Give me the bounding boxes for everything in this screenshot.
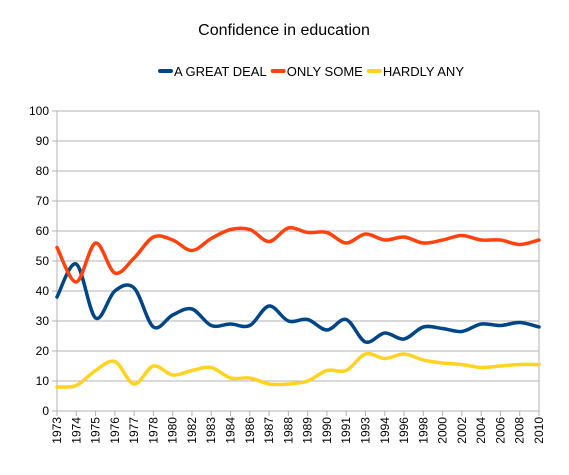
y-tick-label: 80 bbox=[36, 164, 50, 178]
y-axis-ticks: 0 10 20 30 40 50 60 70 80 90 100 bbox=[29, 104, 49, 418]
y-tick-label: 70 bbox=[36, 194, 50, 208]
x-tick-label: 1998 bbox=[416, 417, 430, 444]
legend-item: A GREAT DEAL bbox=[157, 64, 267, 79]
x-tick-label: 2004 bbox=[474, 417, 488, 444]
x-tick-label: 1978 bbox=[146, 417, 160, 444]
legend-item: ONLY SOME bbox=[270, 64, 363, 79]
legend-item: HARDLY ANY bbox=[366, 64, 464, 79]
y-tick-label: 0 bbox=[42, 404, 49, 418]
y-tick-label: 10 bbox=[36, 374, 50, 388]
y-tick-label: 60 bbox=[36, 224, 50, 238]
x-tick-label: 1986 bbox=[243, 417, 257, 444]
x-tick-label: 1973 bbox=[50, 417, 64, 444]
x-tick-label: 1976 bbox=[108, 417, 122, 444]
series-line-3 bbox=[55, 351, 541, 389]
x-tick-label: 1993 bbox=[358, 417, 372, 444]
x-tick-label: 2006 bbox=[493, 417, 507, 444]
x-axis-ticks: 1973 1974 1975 1976 1977 1978 1980 1982 1983 1984… bbox=[50, 411, 546, 444]
x-tick-label: 1977 bbox=[127, 417, 141, 444]
y-tick-label: 90 bbox=[36, 134, 50, 148]
legend-label: ONLY SOME bbox=[287, 64, 363, 79]
x-tick-label: 2010 bbox=[532, 417, 546, 444]
x-tick-label: 1983 bbox=[204, 417, 218, 444]
x-tick-label: 2002 bbox=[455, 417, 469, 444]
y-tick-label: 30 bbox=[36, 314, 50, 328]
legend-label: A GREAT DEAL bbox=[174, 64, 267, 79]
x-tick-label: 1984 bbox=[224, 417, 238, 444]
y-tick-label: 100 bbox=[29, 104, 49, 118]
x-tick-label: 1989 bbox=[301, 417, 315, 444]
y-tick-label: 20 bbox=[36, 344, 50, 358]
chart-title: Confidence in education bbox=[198, 22, 370, 39]
x-tick-label: 1994 bbox=[378, 417, 392, 444]
x-tick-label: 1988 bbox=[281, 417, 295, 444]
x-tick-label: 1980 bbox=[166, 417, 180, 444]
x-tick-label: 1974 bbox=[69, 417, 83, 444]
y-tick-label: 50 bbox=[36, 254, 50, 268]
series-line-2 bbox=[55, 225, 541, 284]
x-tick-label: 2000 bbox=[436, 417, 450, 444]
legend: A GREAT DEAL ONLY SOME HARDLY ANY bbox=[157, 64, 464, 79]
y-tick-label: 40 bbox=[36, 284, 50, 298]
x-tick-label: 1990 bbox=[320, 417, 334, 444]
x-tick-label: 1996 bbox=[397, 417, 411, 444]
series-lines bbox=[55, 225, 541, 389]
x-tick-label: 1982 bbox=[185, 417, 199, 444]
x-tick-label: 1975 bbox=[89, 417, 103, 444]
x-tick-label: 2008 bbox=[513, 417, 527, 444]
series-line-1 bbox=[55, 262, 541, 345]
x-tick-label: 1987 bbox=[262, 417, 276, 444]
legend-label: HARDLY ANY bbox=[383, 64, 464, 79]
x-tick-label: 1991 bbox=[339, 417, 353, 444]
